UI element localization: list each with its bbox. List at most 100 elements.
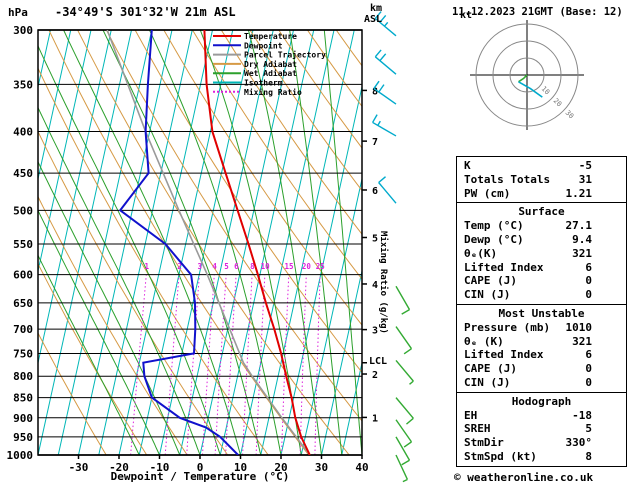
asl-unit-label: ASL xyxy=(364,14,383,25)
stat-label: CAPE (J) xyxy=(464,274,517,288)
stat-row: Lifted Index 6 xyxy=(457,348,626,362)
stat-label: PW (cm) xyxy=(464,186,511,200)
legend-label: Dry Adiabat xyxy=(244,59,297,69)
svg-text:8: 8 xyxy=(250,262,255,271)
mixing-ratio-lines xyxy=(130,274,321,455)
svg-text:3: 3 xyxy=(372,326,378,337)
svg-text:550: 550 xyxy=(13,238,33,251)
wind-barb xyxy=(395,359,414,385)
stat-row: CAPE (J) 0 xyxy=(457,274,626,288)
stat-row: CIN (J) 0 xyxy=(457,376,626,390)
stat-value: 1010 xyxy=(565,320,593,334)
stat-row: EH -18 xyxy=(457,409,626,423)
svg-text:7: 7 xyxy=(372,137,378,148)
svg-text:2: 2 xyxy=(177,262,182,271)
wind-barb xyxy=(395,326,413,355)
stat-label: CAPE (J) xyxy=(464,362,517,376)
wind-barbs xyxy=(372,11,414,483)
stat-value: -5 xyxy=(578,159,592,172)
hodograph-ring-label: 20 xyxy=(552,97,564,109)
stat-row: CIN (J) 0 xyxy=(457,288,626,302)
svg-text:5: 5 xyxy=(224,262,229,271)
svg-text:900: 900 xyxy=(13,412,33,425)
svg-text:500: 500 xyxy=(13,204,33,217)
stat-value: 330° xyxy=(565,436,593,450)
legend-label: Wet Adiabat xyxy=(244,68,297,78)
stat-value: 0 xyxy=(585,362,592,376)
plot-border xyxy=(37,29,363,456)
svg-text:4: 4 xyxy=(212,262,217,271)
wind-barb xyxy=(395,436,411,466)
svg-text:400: 400 xyxy=(13,126,33,139)
mixing-ratio-labels: 1 2 3 4 5 6 8 10 15 20 25 xyxy=(145,262,325,271)
hodograph-box: Hodograph EH -18 SREH 5 StmDir 330° StmSpd … xyxy=(456,391,627,467)
svg-text:6: 6 xyxy=(372,186,378,197)
wind-barb xyxy=(395,419,413,448)
svg-text:15: 15 xyxy=(284,262,293,271)
legend-label: Isotherm xyxy=(244,79,283,88)
stat-label: StmDir xyxy=(464,436,504,450)
section-title: Hodograph xyxy=(511,394,572,408)
legend-label: Temperature xyxy=(244,32,297,41)
svg-text:650: 650 xyxy=(13,297,33,310)
wind-barb xyxy=(374,49,397,75)
dewpoint-curve xyxy=(118,30,239,455)
km-axis-labels: 1 2 3 4 5 6 7 8 xyxy=(362,86,378,424)
stat-row: StmSpd (kt) 8 xyxy=(457,450,626,464)
stat-label: StmSpd (kt) xyxy=(464,449,537,463)
svg-text:8: 8 xyxy=(372,86,378,97)
temp-axis-title: Dewpoint / Temperature (°C) xyxy=(110,470,290,483)
legend-label: Dewpoint xyxy=(244,40,283,50)
isotherm-lines xyxy=(38,30,362,455)
stat-label: CIN (J) xyxy=(464,288,511,302)
stat-row: Totals Totals 31 xyxy=(457,173,626,187)
lcl-label: LCL xyxy=(369,356,388,367)
svg-text:800: 800 xyxy=(13,370,33,383)
hodograph-ring-label: 30 xyxy=(564,109,576,121)
svg-text:10: 10 xyxy=(261,262,271,271)
svg-text:2: 2 xyxy=(372,370,378,381)
svg-text:4: 4 xyxy=(372,280,378,291)
pressure-axis-unit-label: hPa xyxy=(8,6,28,19)
stat-label: EH xyxy=(464,408,478,422)
svg-text:20: 20 xyxy=(302,262,312,271)
stat-value: 31 xyxy=(578,172,592,186)
stat-row: PW (cm) 1.21 xyxy=(457,187,626,201)
svg-text:1000: 1000 xyxy=(7,449,34,462)
mixing-ratio-axis-label: Mixing Ratio (g/kg) xyxy=(378,231,388,334)
svg-text:5: 5 xyxy=(372,233,378,244)
svg-text:1: 1 xyxy=(372,413,378,424)
datetime-title: 11.12.2023 21GMT (Base: 12) xyxy=(452,6,623,18)
stat-row: SREH 5 xyxy=(457,422,626,436)
stat-value: 9.4 xyxy=(572,232,592,246)
stat-row: θₑ (K) 321 xyxy=(457,335,626,349)
station-title: -34°49'S 301°32'W 21m ASL xyxy=(55,5,236,19)
stat-value: 6 xyxy=(585,260,592,274)
wind-barb xyxy=(378,176,397,204)
surface-box: Surface Temp (°C) 27.1 Dewp (°C) 9.4 θₑ(K)… xyxy=(456,202,627,305)
svg-text:350: 350 xyxy=(13,78,33,91)
stat-row: CAPE (J) 0 xyxy=(457,362,626,376)
stat-row: StmDir 330° xyxy=(457,436,626,450)
hodograph-trace-low xyxy=(518,74,528,83)
svg-text:450: 450 xyxy=(13,167,33,180)
svg-text:25: 25 xyxy=(316,262,325,271)
hodograph-unit-label: kt xyxy=(460,10,473,21)
indices-box: K -5 Totals Totals 31 PW (cm) 1.21 xyxy=(456,156,627,204)
svg-text:-10: -10 xyxy=(150,461,170,474)
hodograph-ring-label: 10 xyxy=(540,85,552,97)
stat-row: Temp (°C) 27.1 xyxy=(457,219,626,233)
stat-label: SREH xyxy=(464,422,491,436)
stat-value: -18 xyxy=(572,408,592,422)
svg-text:3: 3 xyxy=(198,262,203,271)
wind-barb xyxy=(372,114,397,137)
svg-text:750: 750 xyxy=(13,347,33,360)
stat-label: Dewp (°C) xyxy=(464,232,524,246)
svg-text:40: 40 xyxy=(355,461,368,474)
temp-axis: -30 -20 -10 0 10 20 30 40 xyxy=(69,455,369,474)
copyright: © weatheronline.co.uk xyxy=(454,471,594,484)
stat-value: 0 xyxy=(585,375,592,389)
